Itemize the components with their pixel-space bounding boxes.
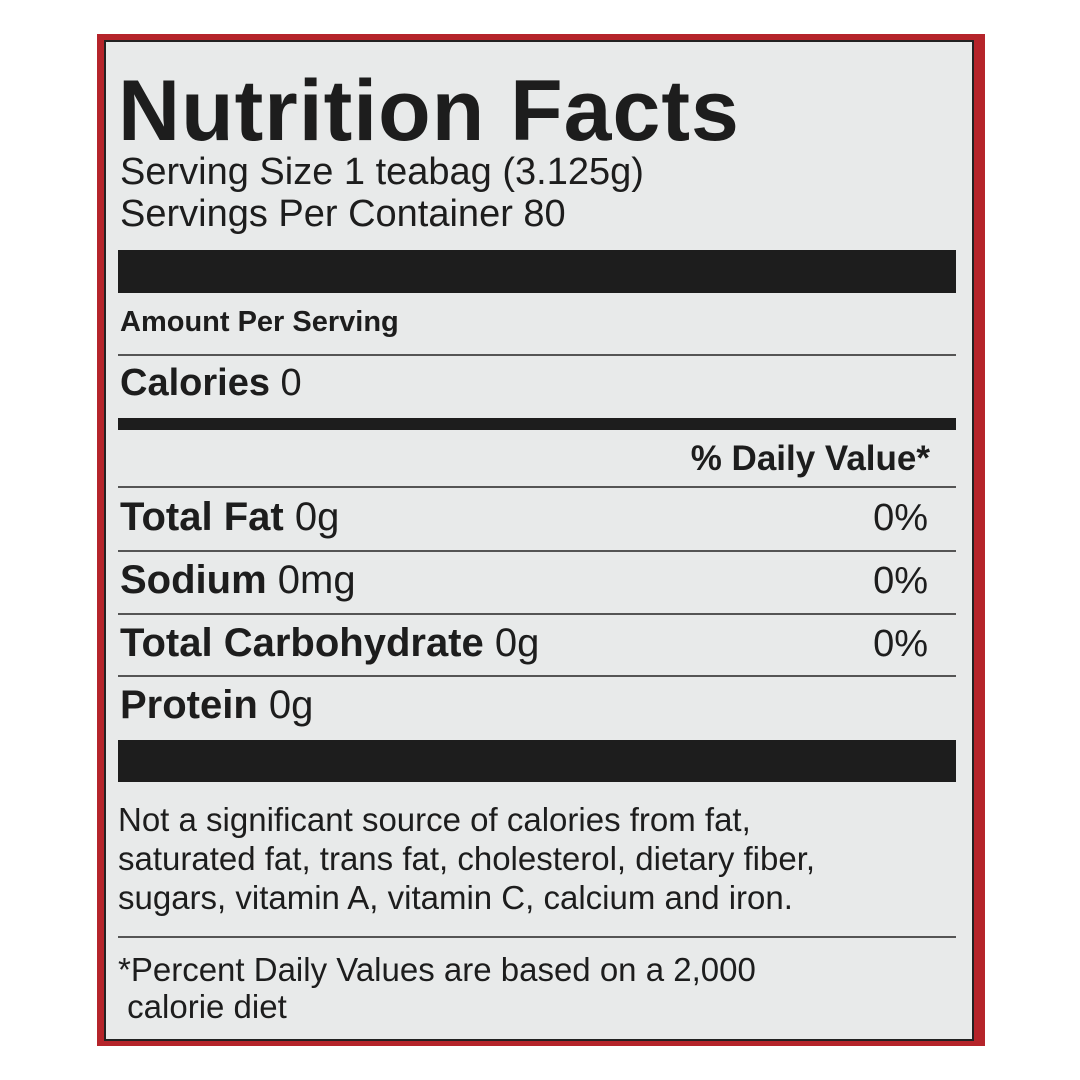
nutrient-amount: 0g	[268, 683, 314, 727]
thick-divider	[118, 740, 956, 782]
calories-label: Calories	[120, 362, 270, 404]
divider	[118, 486, 956, 488]
serving-size: Serving Size 1 teabag (3.125g)	[120, 151, 644, 193]
medium-divider	[118, 418, 956, 430]
not-significant-line: saturated fat, trans fat, cholesterol, d…	[118, 840, 816, 877]
nutrient-amount: 0g	[294, 495, 340, 539]
footnote-line: *Percent Daily Values are based on a 2,0…	[118, 951, 756, 988]
nutrient-name: Total Fat	[120, 495, 284, 539]
nutrient-row-protein: Protein 0g	[120, 685, 313, 725]
not-significant-line: Not a significant source of calories fro…	[118, 801, 751, 838]
amount-per-serving: Amount Per Serving	[120, 306, 399, 338]
nutrient-row-total-fat: Total Fat 0g	[120, 497, 339, 537]
nutrient-dv: 0%	[873, 623, 928, 665]
calories-value: 0	[280, 362, 302, 404]
thick-divider	[118, 250, 956, 293]
nutrient-amount: 0mg	[277, 558, 356, 602]
calories-row: Calories 0	[120, 364, 302, 402]
nutrient-name: Sodium	[120, 558, 267, 602]
divider	[118, 936, 956, 938]
divider	[118, 550, 956, 552]
nutrient-dv: 0%	[873, 560, 928, 602]
footnote-line: calorie diet	[118, 988, 287, 1025]
divider	[118, 675, 956, 677]
daily-value-header: % Daily Value*	[690, 439, 930, 478]
not-significant-line: sugars, vitamin A, vitamin C, calcium an…	[118, 879, 793, 916]
nutrition-label-panel	[104, 40, 974, 1041]
servings-per-container: Servings Per Container 80	[120, 193, 566, 235]
label-title: Nutrition Facts	[118, 63, 740, 159]
nutrient-row-sodium: Sodium 0mg	[120, 560, 356, 600]
nutrient-name: Protein	[120, 683, 258, 727]
nutrient-dv: 0%	[873, 497, 928, 539]
divider	[118, 354, 956, 356]
nutrient-row-total-carbohydrate: Total Carbohydrate 0g	[120, 623, 539, 663]
divider	[118, 613, 956, 615]
nutrient-name: Total Carbohydrate	[120, 621, 484, 665]
nutrient-amount: 0g	[494, 621, 540, 665]
